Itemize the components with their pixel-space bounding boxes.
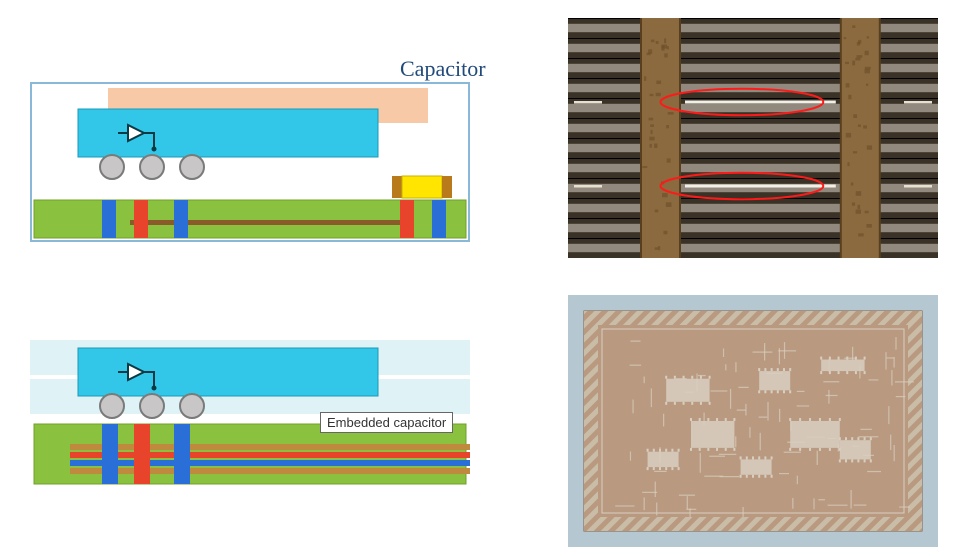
capacitor-label: Capacitor (400, 56, 486, 82)
panel-micrograph (568, 18, 938, 258)
embedded-capacitor-label: Embedded capacitor (320, 412, 453, 433)
figure-canvas: Capacitor Embedded capacitor (0, 0, 956, 556)
panel-surface-cap-schematic (30, 82, 470, 242)
panel-embedded-cap-schematic (30, 330, 470, 490)
panel-pcb-photo (568, 295, 938, 547)
